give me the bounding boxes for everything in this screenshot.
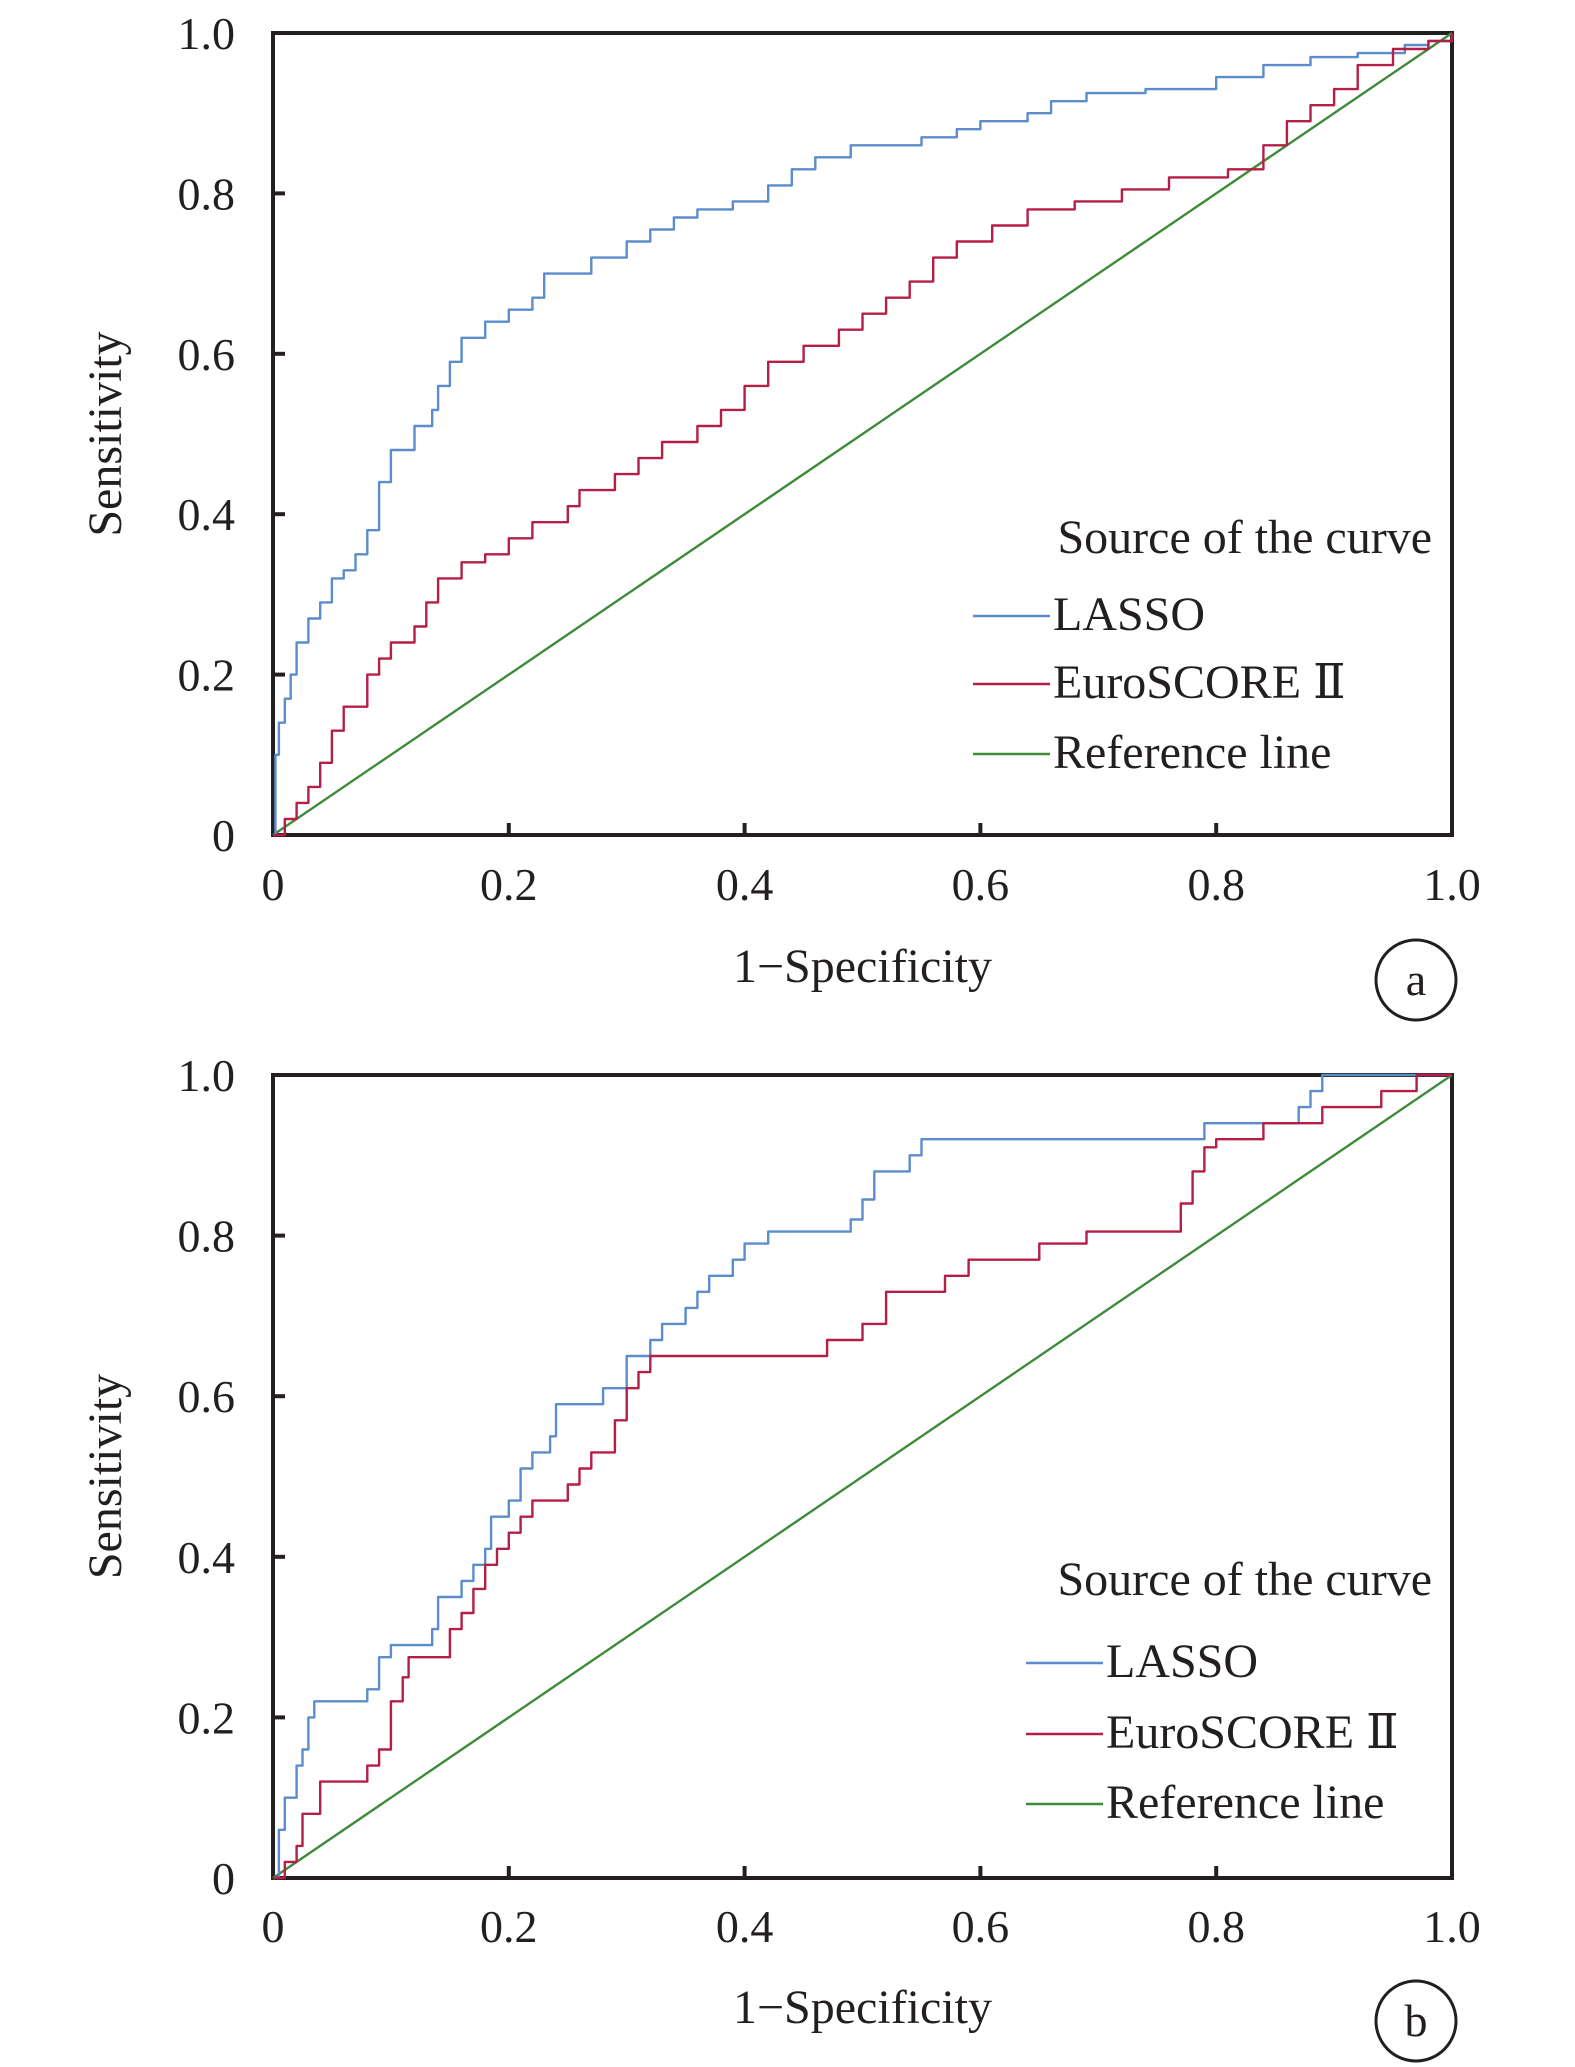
x-tick-label: 0.6	[952, 1901, 1010, 1952]
plot-frame	[271, 1073, 1454, 1880]
x-tick-label: 0.2	[480, 859, 538, 910]
legend-label: LASSO	[1053, 588, 1205, 641]
y-tick-label: 0.2	[178, 650, 236, 701]
x-axis-label: 1−Specificity	[733, 940, 992, 993]
x-tick-label: 0.4	[716, 1901, 774, 1952]
legend-title: Source of the curve	[1057, 511, 1432, 564]
y-tick-label: 0.6	[178, 329, 236, 380]
x-tick-label: 1.0	[1423, 859, 1481, 910]
y-tick-label: 0	[212, 810, 235, 861]
y-axis-label: Sensitivity	[79, 331, 132, 536]
y-tick-label: 0.2	[178, 1692, 236, 1743]
series-line-reference-line	[272, 1074, 1453, 1879]
x-axis-label: 1−Specificity	[733, 1981, 992, 2034]
x-tick-label: 1.0	[1423, 1901, 1481, 1952]
panel-tag-circle	[1374, 938, 1458, 1022]
legend-label: LASSO	[1106, 1635, 1258, 1688]
legend-title: Source of the curve	[1057, 1553, 1432, 1606]
legend-label: EuroSCORE Ⅱ	[1053, 656, 1346, 709]
y-tick-label: 0.4	[178, 1532, 236, 1583]
legend-label: EuroSCORE Ⅱ	[1106, 1706, 1399, 1759]
y-tick-label: 1.0	[178, 1050, 236, 1101]
panel-tag-label: b	[1405, 1995, 1428, 2046]
series-line-euroscore	[273, 33, 1454, 837]
legend-label: Reference line	[1106, 1776, 1384, 1829]
roc-panel-a: 0 0.2 0.4 0.6 0.8 1.0 0 0.2 0.4 0.6 0.8 1.0 1−Specif…	[79, 8, 1481, 1022]
x-tick-label: 0.4	[716, 859, 774, 910]
x-tick-label: 0.2	[480, 1901, 538, 1952]
y-tick-label: 0.4	[178, 489, 236, 540]
series-line-lasso	[273, 1073, 1452, 1880]
y-axis-label: Sensitivity	[79, 1374, 132, 1579]
x-tick-label: 0.6	[952, 859, 1010, 910]
x-tick-label: 0	[262, 1901, 285, 1952]
series-line-reference-line	[272, 32, 1453, 836]
panel-tag-circle	[1374, 1979, 1458, 2063]
legend-label: Reference line	[1053, 726, 1331, 779]
y-tick-label: 0	[212, 1853, 235, 1904]
series-line-lasso	[273, 33, 1454, 837]
panel-tag-label: a	[1406, 954, 1426, 1005]
plot-frame	[271, 31, 1454, 837]
x-tick-label: 0.8	[1187, 859, 1245, 910]
x-tick-label: 0.8	[1187, 1901, 1245, 1952]
x-tick-label: 0	[262, 859, 285, 910]
y-tick-label: 0.6	[178, 1371, 236, 1422]
y-tick-label: 0.8	[178, 168, 236, 219]
series-line-euroscore	[273, 1073, 1452, 1880]
y-tick-label: 0.8	[178, 1211, 236, 1262]
roc-panel-b: 0 0.2 0.4 0.6 0.8 1.0 0 0.2 0.4 0.6 0.8 1.0 1−Specif…	[79, 1050, 1481, 2063]
y-tick-label: 1.0	[178, 8, 236, 59]
